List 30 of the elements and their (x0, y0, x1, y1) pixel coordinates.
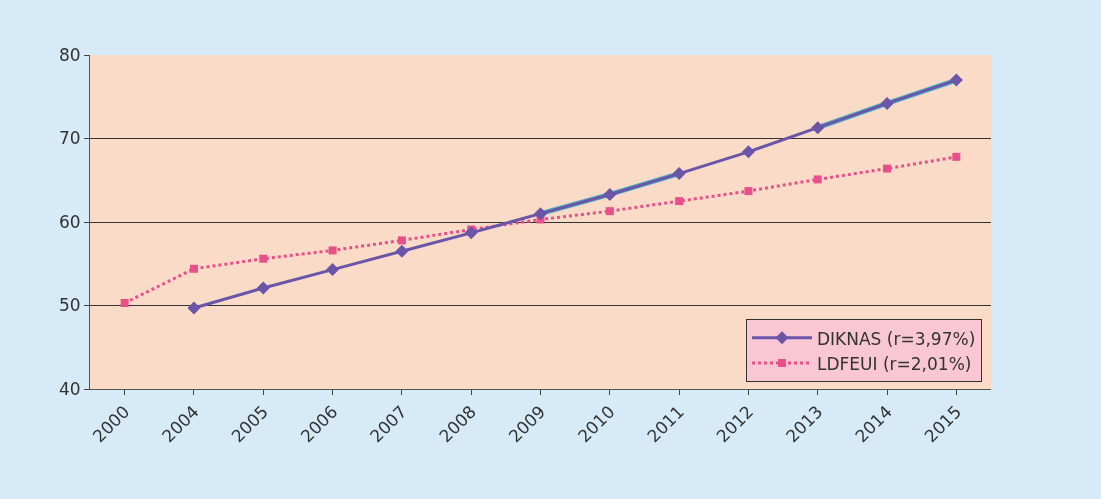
legend-label: DIKNAS (r=3,97%) (816, 328, 976, 349)
point (395, 244, 409, 258)
y-tick-label: 70 (58, 128, 81, 149)
y-tick-label: 50 (58, 295, 81, 316)
point (464, 226, 478, 240)
point (813, 175, 822, 184)
point (672, 167, 686, 181)
point (880, 96, 894, 110)
point (605, 207, 614, 216)
legend-label: LDFEUI (r=2,01%) (816, 353, 972, 374)
point (534, 207, 547, 221)
point (675, 197, 684, 206)
point (256, 281, 270, 295)
point (189, 264, 198, 273)
y-tick-label: 40 (58, 378, 81, 399)
point (187, 301, 201, 315)
point (397, 236, 406, 245)
y-tick-label: 80 (58, 44, 81, 65)
point (949, 73, 963, 87)
point (741, 145, 755, 159)
point (259, 254, 268, 263)
point (326, 263, 340, 277)
y-tick-label: 60 (58, 211, 81, 232)
point (744, 187, 753, 196)
point (603, 187, 617, 201)
point (120, 299, 129, 307)
point (328, 246, 337, 255)
point (883, 164, 892, 173)
point (952, 152, 961, 161)
point (811, 121, 825, 135)
